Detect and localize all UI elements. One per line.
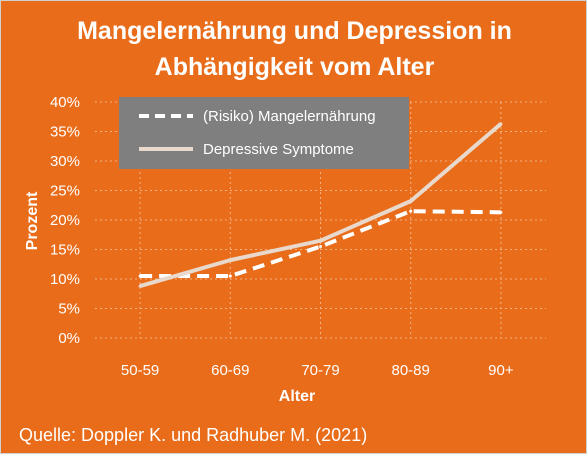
x-axis-title: Alter — [279, 388, 315, 405]
y-tick-label: 40% — [50, 94, 80, 111]
y-tick-label: 15% — [50, 242, 80, 259]
data-point-depression — [409, 199, 413, 203]
y-tick-label: 25% — [50, 183, 80, 200]
legend-box — [119, 97, 409, 169]
data-point-malnutrition — [409, 209, 413, 213]
y-tick-label: 35% — [50, 124, 80, 141]
y-tick-label: 30% — [50, 153, 80, 170]
series-line-malnutrition — [140, 209, 501, 279]
data-point-malnutrition — [228, 274, 232, 278]
data-point-depression — [499, 122, 503, 126]
y-tick-label: 20% — [50, 212, 80, 229]
data-point-depression — [228, 258, 232, 262]
chart-title: Mangelernährung und Depression in Abhäng… — [1, 13, 587, 85]
data-point-malnutrition — [319, 245, 322, 249]
legend-label-depression: Depressive Symptome — [203, 141, 354, 158]
x-tick-label: 60-69 — [211, 362, 249, 379]
data-point-malnutrition — [138, 274, 142, 278]
x-axis-ticks: 50-59 60-69 70-79 80-89 90+ — [121, 362, 514, 379]
series-lines — [138, 122, 503, 289]
chart-title-line-2: Abhängigkeit vom Alter — [154, 53, 435, 81]
x-tick-label: 50-59 — [121, 362, 159, 379]
data-point-malnutrition — [499, 210, 503, 214]
legend: (Risiko) Mangelernährung Depressive Symp… — [119, 97, 409, 169]
source-note: Quelle: Doppler K. und Radhuber M. (2021… — [19, 425, 368, 445]
chart-title-line-1: Mangelernährung und Depression in — [77, 17, 512, 45]
y-tick-label: 5% — [58, 301, 80, 318]
y-axis-ticks: 0% 5% 10% 15% 20% 25% 30% 35% 40% — [50, 94, 80, 347]
y-tick-label: 0% — [58, 330, 80, 347]
data-point-depression — [319, 239, 322, 243]
legend-label-malnutrition: (Risiko) Mangelernährung — [203, 108, 376, 125]
x-tick-label: 80-89 — [392, 362, 430, 379]
x-tick-label: 90+ — [488, 362, 514, 379]
data-point-depression — [138, 284, 142, 288]
y-axis-title: Prozent — [24, 191, 41, 250]
x-tick-label: 70-79 — [301, 362, 339, 379]
y-tick-label: 10% — [50, 271, 80, 288]
